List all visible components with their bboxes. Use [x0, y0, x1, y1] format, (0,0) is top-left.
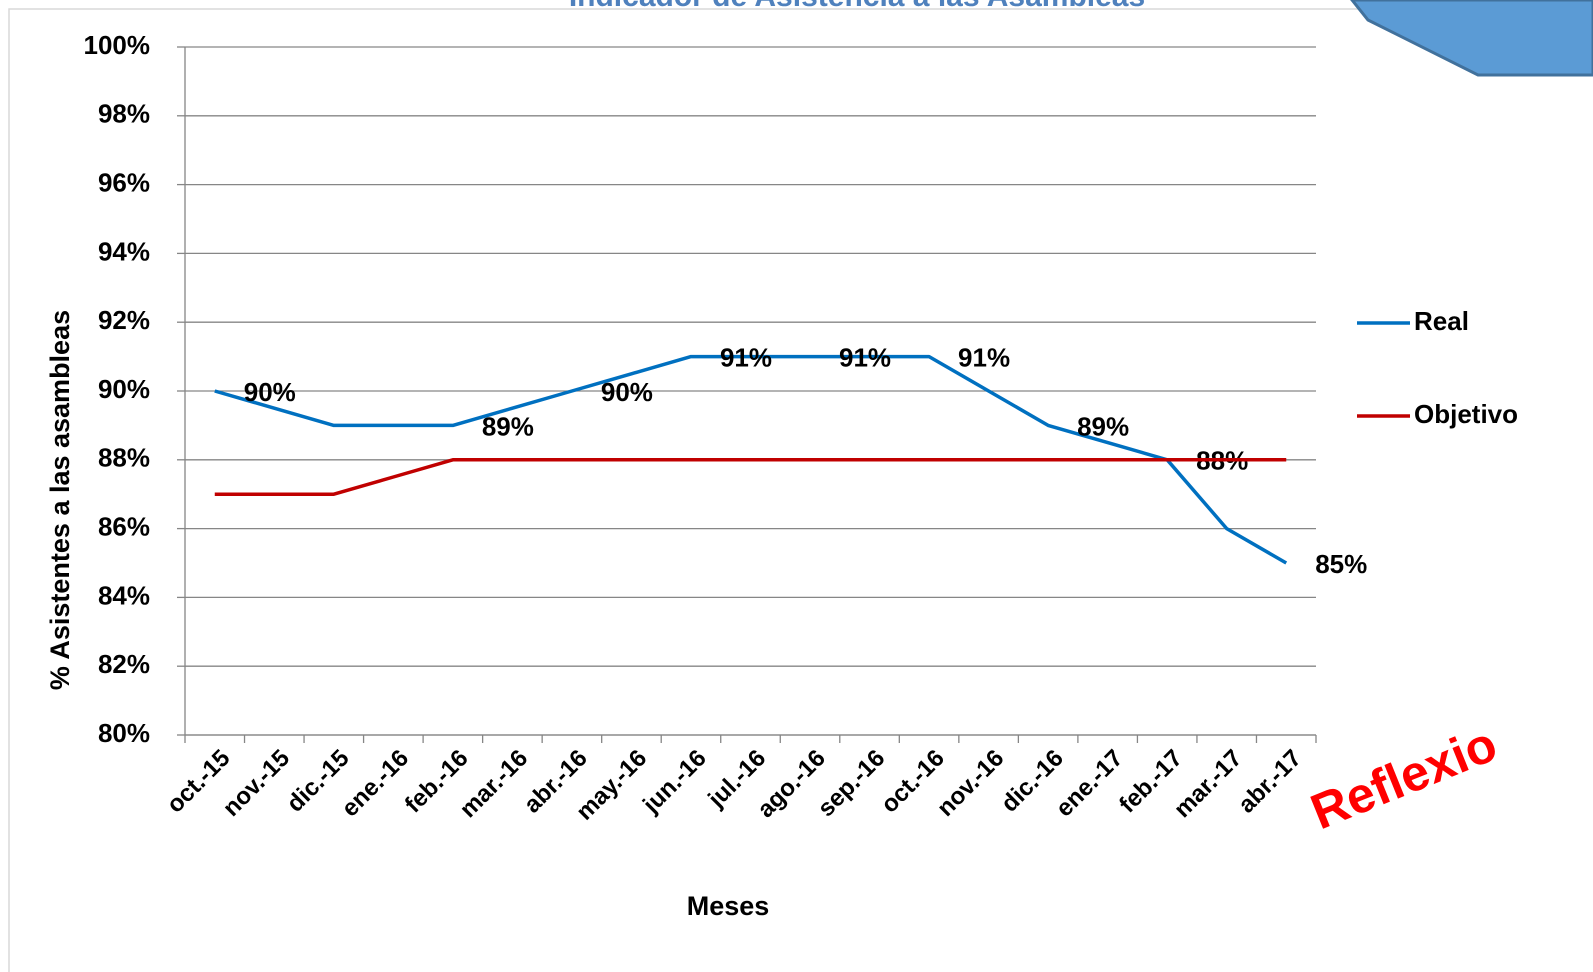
- legend-label: Real: [1414, 306, 1469, 336]
- data-label: 90%: [244, 377, 296, 407]
- data-label: 91%: [958, 342, 1010, 372]
- y-tick-label: 100%: [84, 30, 151, 60]
- frame: [8, 8, 1593, 972]
- annotation: Reflexio: [1303, 715, 1504, 840]
- x-tick-label: ago.-16: [752, 745, 831, 824]
- x-axis-title: Meses: [687, 891, 770, 921]
- x-tick-label: ene.-16: [336, 745, 414, 823]
- series-line: [214, 354, 1288, 565]
- x-tick-label: ene.-17: [1051, 745, 1129, 823]
- x-tick-label: jun.-16: [637, 745, 711, 819]
- y-axis-title: % Asistentes a las asambleas: [45, 310, 75, 690]
- y-tick-label: 88%: [98, 443, 150, 473]
- y-tick-label: 90%: [98, 374, 150, 404]
- data-label: 91%: [720, 342, 772, 372]
- data-label: 90%: [601, 377, 653, 407]
- x-tick-label: mar.-16: [455, 745, 534, 824]
- data-label: 91%: [839, 342, 891, 372]
- data-label: 85%: [1315, 549, 1367, 579]
- y-tick-label: 94%: [98, 236, 150, 266]
- y-tick-label: 82%: [98, 649, 150, 679]
- y-tick-label: 86%: [98, 511, 150, 541]
- x-tick-label: nov.-16: [932, 745, 1009, 822]
- data-label: 89%: [1077, 411, 1129, 441]
- chart-title: Indicador de Asistencia a las Asambleas: [569, 0, 1145, 13]
- x-tick-label: nov.-15: [218, 745, 295, 822]
- y-tick-label: 96%: [98, 167, 150, 197]
- legend-label: Objetivo: [1414, 399, 1518, 429]
- y-tick-label: 84%: [98, 580, 150, 610]
- y-tick-label: 98%: [98, 99, 150, 129]
- y-tick-label: 80%: [98, 718, 150, 748]
- y-tick-label: 92%: [98, 305, 150, 335]
- series-line: [214, 458, 1287, 496]
- x-tick-label: sep.-16: [813, 745, 891, 823]
- x-tick-label: abr.-17: [1233, 745, 1307, 819]
- x-tick-label: mar.-17: [1169, 745, 1248, 824]
- decoration: [1350, 0, 1593, 77]
- data-label: 89%: [482, 411, 534, 441]
